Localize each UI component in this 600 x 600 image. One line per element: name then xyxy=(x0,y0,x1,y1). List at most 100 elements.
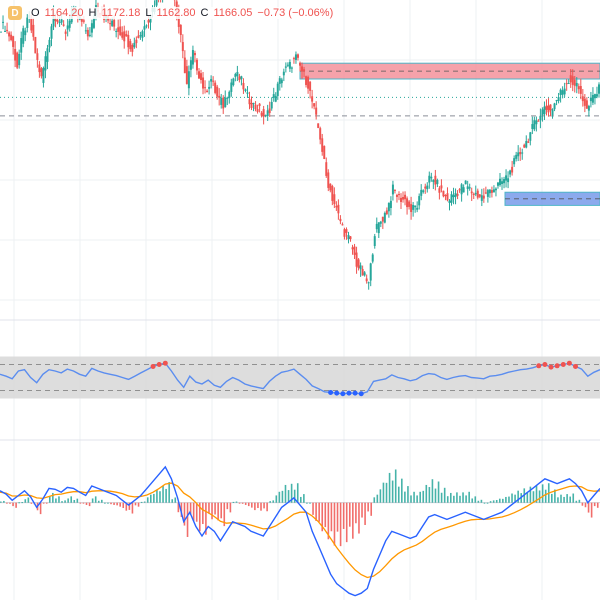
macd-histogram-bar xyxy=(345,502,348,543)
candle-body xyxy=(529,132,532,141)
candle-body xyxy=(24,30,27,36)
macd-histogram-bar xyxy=(358,502,360,534)
macd-histogram-bar xyxy=(474,496,477,503)
candle-body xyxy=(210,79,213,82)
macd-histogram-bar xyxy=(24,499,27,503)
macd-histogram-bar xyxy=(238,502,241,504)
macd-histogram-bar xyxy=(388,472,391,503)
candle-body xyxy=(119,26,122,36)
macd-histogram-bar xyxy=(456,492,458,503)
candle-body xyxy=(387,202,390,212)
macd-histogram-bar xyxy=(575,500,578,503)
candle-body xyxy=(434,175,437,185)
macd-histogram-bar xyxy=(434,488,437,503)
candle-body xyxy=(428,175,431,183)
candle-body xyxy=(155,0,158,6)
candle-body xyxy=(22,28,25,44)
candle-body xyxy=(30,17,33,31)
macd-histogram-bar xyxy=(480,499,483,503)
macd-histogram-bar xyxy=(91,498,94,503)
candle-body xyxy=(10,34,13,40)
candle-body xyxy=(84,30,87,32)
candle-body xyxy=(242,82,245,90)
macd-histogram-bar xyxy=(342,502,345,529)
macd-histogram-bar xyxy=(266,502,268,512)
rsi-overbought-mark xyxy=(156,362,162,367)
candle-body xyxy=(573,79,576,86)
candle-body xyxy=(513,158,516,165)
candle-body xyxy=(535,120,538,125)
macd-histogram-bar xyxy=(82,502,85,504)
macd-histogram-bar xyxy=(385,482,388,503)
candle-body xyxy=(440,185,443,189)
candle-body xyxy=(533,120,536,130)
candle-body xyxy=(202,77,205,89)
candle-body xyxy=(361,268,364,276)
candle-body xyxy=(216,86,219,97)
candle-body xyxy=(325,162,328,176)
macd-histogram-bar xyxy=(79,502,82,504)
high-label: H xyxy=(88,7,97,19)
candle-body xyxy=(232,78,235,86)
macd-histogram-bar xyxy=(88,502,91,507)
candle-body xyxy=(452,195,455,198)
candle-body xyxy=(408,201,411,207)
macd-histogram-bar xyxy=(348,502,351,527)
interval-badge[interactable]: D xyxy=(8,6,22,20)
macd-histogram-bar xyxy=(61,501,63,503)
macd-histogram-bar xyxy=(165,488,167,503)
macd-histogram-bar xyxy=(229,502,232,513)
candle-body xyxy=(274,95,277,102)
macd-histogram-bar xyxy=(85,502,88,505)
candle-body xyxy=(254,104,257,110)
rsi-overbought-mark xyxy=(573,363,579,369)
candle-body xyxy=(547,105,550,113)
macd-histogram-bar xyxy=(462,492,464,503)
candle-body xyxy=(464,180,467,185)
candle-body xyxy=(517,152,520,157)
macd-histogram-bar xyxy=(55,498,57,503)
candle-body xyxy=(468,187,471,189)
rsi-oversold-mark xyxy=(352,390,358,396)
macd-histogram-bar xyxy=(587,502,590,513)
candle-body xyxy=(559,89,562,96)
candle-body xyxy=(412,205,415,210)
candle-body xyxy=(286,64,289,66)
candle-body xyxy=(420,189,423,196)
macd-histogram-bar xyxy=(593,502,596,507)
macd-histogram-bar xyxy=(290,483,293,503)
macd-histogram-bar xyxy=(272,500,275,503)
macd-histogram-bar xyxy=(162,485,164,503)
macd-histogram-bar xyxy=(18,502,20,504)
macd-histogram-bar xyxy=(220,502,223,519)
candle-body xyxy=(406,198,409,208)
candle-body xyxy=(499,178,501,186)
candle-body xyxy=(507,178,510,183)
candle-body xyxy=(145,25,148,27)
macd-histogram-bar xyxy=(416,495,418,503)
macd-histogram-bar xyxy=(110,502,112,505)
macd-histogram-bar xyxy=(382,482,385,503)
candle-body xyxy=(579,86,582,94)
macd-histogram-bar xyxy=(125,502,128,511)
macd-histogram-bar xyxy=(578,499,581,503)
candle-body xyxy=(442,190,445,197)
macd-histogram-bar xyxy=(563,496,565,503)
macd-histogram-bar xyxy=(281,490,284,503)
candle-body xyxy=(109,23,112,25)
candle-body xyxy=(488,189,491,194)
candle-body xyxy=(301,66,304,72)
macd-histogram-bar xyxy=(137,502,140,507)
candle-body xyxy=(478,194,481,197)
macd-histogram-bar xyxy=(486,502,489,504)
candle-body xyxy=(111,20,114,26)
macd-histogram-bar xyxy=(544,489,547,503)
macd-histogram-bar xyxy=(450,492,452,503)
candle-body xyxy=(141,31,144,38)
candle-body xyxy=(385,210,388,215)
macd-histogram-bar xyxy=(581,502,584,506)
candle-body xyxy=(371,254,374,262)
macd-histogram-bar xyxy=(336,502,339,532)
candle-body xyxy=(88,34,91,36)
